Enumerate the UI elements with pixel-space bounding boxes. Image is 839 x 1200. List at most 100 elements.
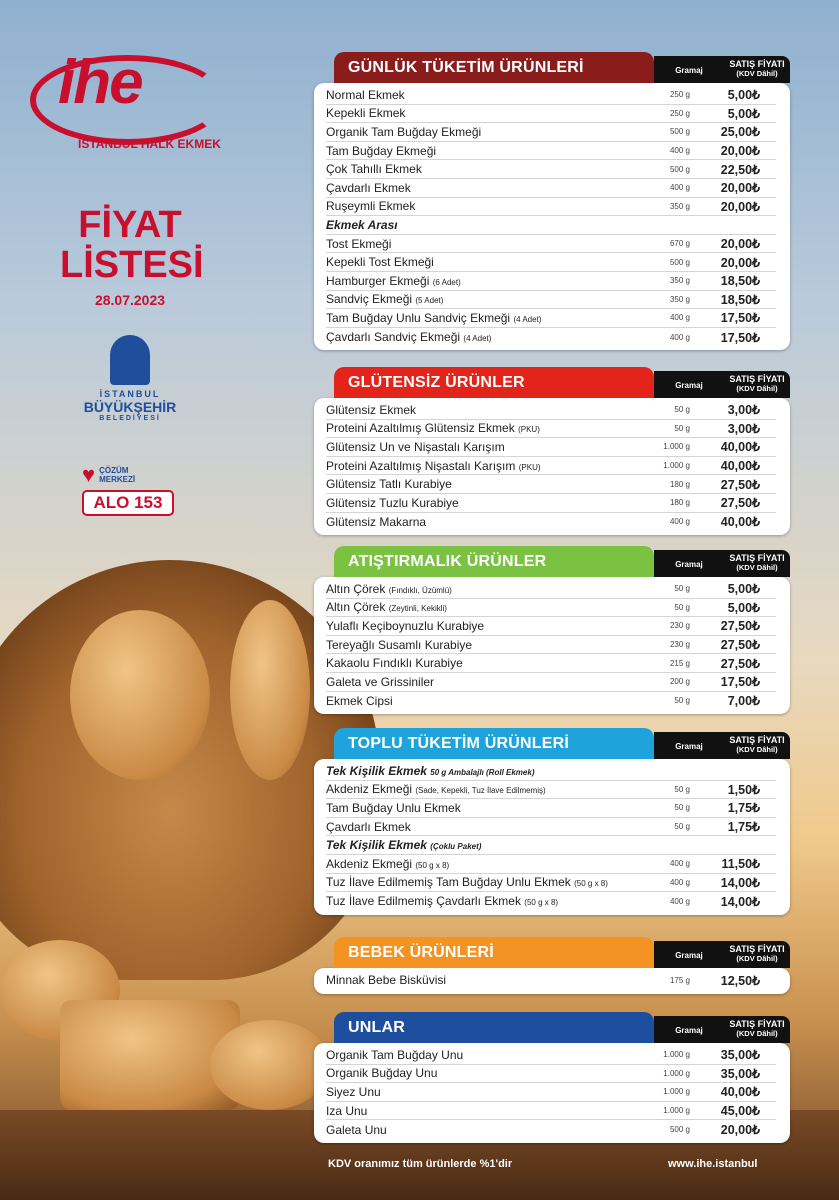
product-weight: 50 g — [674, 423, 690, 433]
table-row: Normal Ekmek 250 g 5,00₺ — [326, 86, 776, 105]
table-row: Altın Çörek (Fındıklı, Üzümlü) 50 g 5,00₺ — [326, 580, 776, 599]
product-name: Çavdarlı Sandviç Ekmeği — [326, 330, 461, 345]
price-header-note: (KDV Dâhil) — [736, 69, 778, 78]
product-weight: 670 g — [669, 239, 690, 249]
ibb-logo: İSTANBUL BÜYÜKŞEHİR BELEDİYESİ — [75, 335, 185, 422]
product-price: 22,50₺ — [720, 162, 760, 177]
product-name: Glütensiz Ekmek — [326, 402, 417, 417]
logo-ring — [30, 55, 225, 145]
subheading-row: Ekmek Arası — [326, 216, 776, 235]
table-row: Iza Unu 1.000 g 45,00₺ — [326, 1102, 776, 1121]
product-weight: 180 g — [669, 479, 690, 489]
product-weight: 230 g — [669, 640, 690, 650]
product-name: Çavdarlı Ekmek — [326, 180, 411, 195]
section-title: UNLAR — [334, 1012, 654, 1043]
product-name: Normal Ekmek — [326, 87, 405, 102]
product-name: Glütensiz Un ve Nişastalı Karışım — [326, 439, 505, 454]
product-price: 3,00₺ — [727, 421, 760, 436]
product-name: Hamburger Ekmeği — [326, 273, 430, 288]
alo-label2: MERKEZİ — [99, 475, 136, 484]
product-weight: 50 g — [674, 784, 690, 794]
product-weight: 1.000 g — [663, 461, 690, 471]
product-weight: 250 g — [669, 108, 690, 118]
price-header-label: SATIŞ FİYATI — [729, 374, 785, 384]
price-table: Glütensiz Ekmek 50 g 3,00₺ Proteini Azaltı… — [314, 398, 790, 536]
subheading-note: (Çoklu Paket) — [430, 842, 482, 852]
product-weight: 50 g — [674, 822, 690, 832]
product-price: 27,50₺ — [720, 477, 760, 492]
price-header-label: SATIŞ FİYATI — [729, 944, 785, 954]
table-row: Tam Buğday Unlu Sandviç Ekmeği (4 Adet) 4… — [326, 309, 776, 328]
product-weight: 1.000 g — [663, 442, 690, 452]
table-row: Çavdarlı Sandviç Ekmeği (4 Adet) 400 g 17,… — [326, 328, 776, 347]
price-header: SATIŞ FİYATI (KDV Dâhil) — [724, 371, 790, 398]
section-glutensiz: GLÜTENSİZ ÜRÜNLER Gramaj SATIŞ FİYATI (KD… — [314, 367, 790, 536]
alo-number: ALO 153 — [82, 490, 174, 516]
table-row: Minnak Bebe Bisküvisi 175 g 12,50₺ — [326, 971, 776, 990]
section-title: TOPLU TÜKETİM ÜRÜNLERİ — [334, 728, 654, 759]
product-price: 5,00₺ — [727, 88, 760, 103]
product-weight: 50 g — [674, 602, 690, 612]
product-weight: 500 g — [669, 1125, 690, 1135]
table-row: Galeta Unu 500 g 20,00₺ — [326, 1120, 776, 1139]
subheading: Tek Kişilik Ekmek — [326, 763, 427, 778]
product-name: Kakaolu Fındıklı Kurabiye — [326, 656, 463, 671]
product-note: (PKU) — [518, 462, 541, 472]
product-price: 7,00₺ — [727, 694, 760, 709]
product-weight: 1.000 g — [663, 1087, 690, 1097]
product-weight: 400 g — [669, 332, 690, 342]
section-header: UNLAR Gramaj SATIŞ FİYATI (KDV Dâhil) — [314, 1012, 790, 1043]
table-row: Kepekli Tost Ekmeği 500 g 20,00₺ — [326, 253, 776, 272]
product-name: Organik Tam Buğday Ekmeği — [326, 124, 482, 139]
section-header: BEBEK ÜRÜNLERİ Gramaj SATIŞ FİYATI (KDV D… — [314, 937, 790, 968]
price-header-label: SATIŞ FİYATI — [729, 735, 785, 745]
price-table: Altın Çörek (Fındıklı, Üzümlü) 50 g 5,00₺ A… — [314, 577, 790, 715]
table-row: Ekmek Cipsi 50 g 7,00₺ — [326, 692, 776, 711]
product-price: 40,00₺ — [720, 1085, 760, 1100]
product-price: 35,00₺ — [720, 1048, 760, 1063]
product-price: 25,00₺ — [720, 125, 760, 140]
product-note: (50 g x 8) — [415, 860, 450, 870]
product-name: Tost Ekmeği — [326, 236, 392, 251]
table-row: Organik Tam Buğday Ekmeği 500 g 25,00₺ — [326, 123, 776, 142]
product-name: Tam Buğday Unlu Ekmek — [326, 800, 461, 815]
product-name: Tereyağlı Susamlı Kurabiye — [326, 637, 473, 652]
product-weight: 50 g — [674, 584, 690, 594]
website-link[interactable]: www.ihe.istanbul — [668, 1158, 758, 1170]
product-weight: 500 g — [669, 164, 690, 174]
product-weight: 1.000 g — [663, 1050, 690, 1060]
ihe-logo: ihe İSTANBUL HALK EKMEK — [30, 45, 225, 185]
price-header-label: SATIŞ FİYATI — [729, 59, 785, 69]
section-title: BEBEK ÜRÜNLERİ — [334, 937, 654, 968]
product-price: 5,00₺ — [727, 582, 760, 597]
product-note: (Zeytinli, Kekikli) — [388, 604, 447, 614]
product-price: 20,00₺ — [720, 181, 760, 196]
product-weight: 400 g — [669, 313, 690, 323]
gramaj-header: Gramaj — [675, 1026, 703, 1035]
product-weight: 350 g — [669, 276, 690, 286]
product-price: 45,00₺ — [720, 1104, 760, 1119]
product-name: Tam Buğday Unlu Sandviç Ekmeği — [326, 310, 511, 325]
table-row: Glütensiz Tatlı Kurabiye 180 g 27,50₺ — [326, 475, 776, 494]
product-weight: 215 g — [669, 658, 690, 668]
product-name: Iza Unu — [326, 1103, 368, 1118]
price-header-note: (KDV Dâhil) — [736, 563, 778, 572]
table-row: Akdeniz Ekmeği (Sade, Kepekli, Tuz İlave… — [326, 781, 776, 800]
product-name: Çavdarlı Ekmek — [326, 819, 411, 834]
title-line1: FİYAT — [78, 204, 182, 246]
bread-image — [60, 1000, 240, 1110]
column-headers: Gramaj SATIŞ FİYATI (KDV Dâhil) — [654, 56, 790, 83]
product-name: Glütensiz Tatlı Kurabiye — [326, 477, 452, 492]
heart-check-icon: ♥ — [82, 462, 96, 487]
product-name: Galeta ve Grissiniler — [326, 674, 435, 689]
table-row: Glütensiz Ekmek 50 g 3,00₺ — [326, 401, 776, 420]
product-name: Galeta Unu — [326, 1122, 387, 1137]
product-name: Tuz İlave Edilmemiş Tam Buğday Unlu Ekme… — [326, 875, 571, 890]
product-weight: 175 g — [669, 975, 690, 985]
table-row: Organik Buğday Unu 1.000 g 35,00₺ — [326, 1065, 776, 1084]
table-row: Çavdarlı Ekmek 400 g 20,00₺ — [326, 179, 776, 198]
product-weight: 350 g — [669, 294, 690, 304]
product-price: 1,75₺ — [727, 820, 760, 835]
product-price: 5,00₺ — [727, 600, 760, 615]
table-row: Kepekli Ekmek 250 g 5,00₺ — [326, 105, 776, 124]
